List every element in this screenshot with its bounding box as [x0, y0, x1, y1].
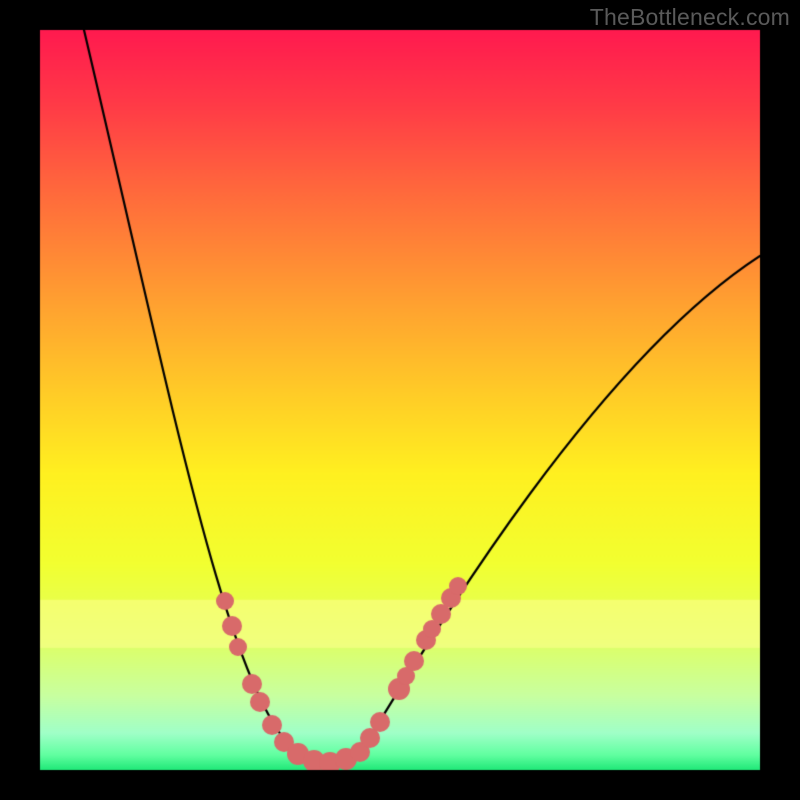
bottleneck-curve-chart	[0, 0, 800, 800]
watermark-label: TheBottleneck.com	[590, 4, 790, 31]
chart-container: TheBottleneck.com	[0, 0, 800, 800]
